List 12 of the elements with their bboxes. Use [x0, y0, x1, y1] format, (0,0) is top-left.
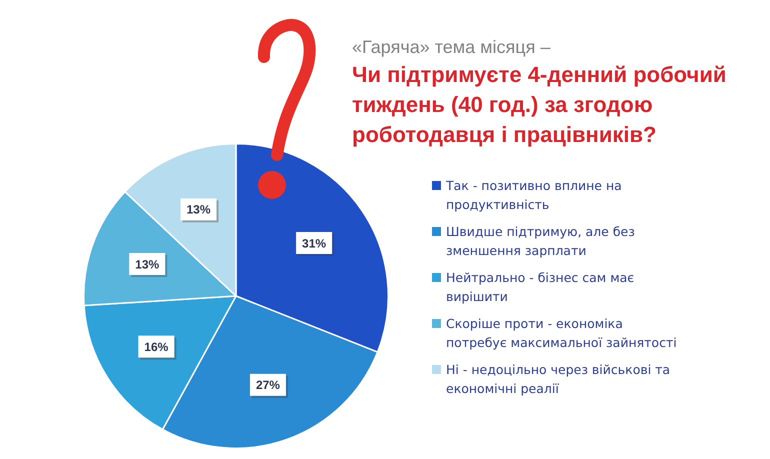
- data-label: 13%: [186, 202, 211, 217]
- chart-subtitle: Чи підтримуєте 4-денний робочий тиждень (40 год.) за згодою роботодавця і працівників?: [352, 61, 728, 149]
- legend-label: Ні - недоцільно через військові та економічні реалії: [446, 362, 670, 396]
- data-label: 31%: [302, 236, 326, 250]
- data-label: 13%: [135, 257, 160, 272]
- legend-label: Так - позитивно вплине на продуктивність: [446, 178, 622, 212]
- legend-label: Нейтрально - бізнес сам має вирішити: [446, 270, 634, 304]
- legend-label: Швидше підтримую, але без зменшення зарплати: [446, 224, 635, 258]
- legend-label: Скоріше проти - економіка потребує максимальної зайнятості: [446, 316, 677, 350]
- data-label: 27%: [256, 378, 280, 392]
- data-label: 16%: [144, 340, 169, 354]
- chart-title: «Гаряча» тема місяця –: [352, 36, 550, 58]
